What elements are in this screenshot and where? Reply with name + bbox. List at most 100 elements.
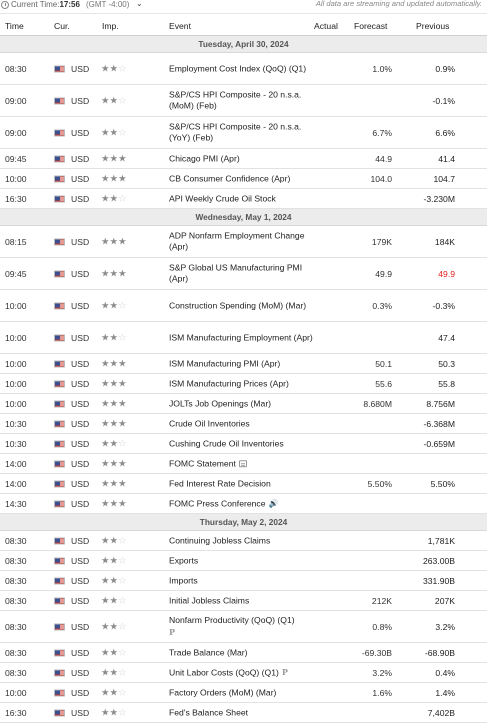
event-row[interactable]: 14:30 USD ★★★ FOMC Press Conference 🔊 bbox=[0, 494, 487, 514]
event-time: 08:15 bbox=[5, 236, 27, 247]
date-header: Thursday, May 2, 2024 bbox=[0, 514, 487, 531]
importance-stars: ★★☆ bbox=[101, 535, 127, 546]
event-row[interactable]: 08:30 USD ★★☆ Continuing Jobless Claims 1,78… bbox=[0, 531, 487, 551]
event-time: 08:30 bbox=[5, 595, 27, 606]
us-flag-icon bbox=[54, 380, 65, 387]
event-name-link[interactable]: Construction Spending (MoM) (Mar) bbox=[169, 300, 317, 312]
event-name: Construction Spending (MoM) (Mar) bbox=[169, 299, 307, 310]
event-name-link[interactable]: Employment Cost Index (QoQ) (Q1) bbox=[169, 63, 317, 75]
event-name-link[interactable]: API Weekly Crude Oil Stock bbox=[169, 193, 317, 205]
star-icon: ★ bbox=[109, 268, 119, 279]
event-name-link[interactable]: Crude Oil Inventories bbox=[169, 418, 317, 430]
event-row[interactable]: 10:00 USD ★★★ ISM Manufacturing PMI (Apr) 50… bbox=[0, 354, 487, 374]
event-row[interactable]: 10:00 USD ★★☆ Construction Spending (MoM) (… bbox=[0, 290, 487, 322]
event-row[interactable]: 08:30 USD ★★☆ Imports 331.90B bbox=[0, 571, 487, 591]
event-name-link[interactable]: Fed's Balance Sheet bbox=[169, 707, 317, 719]
event-row[interactable]: 14:00 USD ★★★ Fed Interest Rate Decision 5.5… bbox=[0, 474, 487, 494]
event-row[interactable]: 16:30 USD ★★☆ Fed's Balance Sheet 7,402B bbox=[0, 703, 487, 723]
timezone-label[interactable]: (GMT -4:00) bbox=[86, 0, 130, 9]
us-flag-icon bbox=[54, 400, 65, 407]
event-previous: 207K bbox=[434, 595, 455, 606]
event-row[interactable]: 10:00 USD ★★★ CB Consumer Confidence (Apr) 1… bbox=[0, 169, 487, 189]
event-name-link[interactable]: S&P/CS HPI Composite - 20 n.s.a. (YoY) (… bbox=[169, 121, 317, 144]
star-icon: ★ bbox=[109, 95, 119, 106]
event-time: 09:45 bbox=[5, 268, 27, 279]
event-name: Chicago PMI (Apr) bbox=[169, 152, 240, 163]
event-row[interactable]: 10:30 USD ★★☆ Cushing Crude Oil Inventories… bbox=[0, 434, 487, 454]
star-icon: ☆ bbox=[118, 667, 127, 678]
event-row[interactable]: 08:30 USD ★★☆ Initial Jobless Claims 212K 207… bbox=[0, 591, 487, 611]
event-name: API Weekly Crude Oil Stock bbox=[169, 192, 276, 203]
event-row[interactable]: 09:45 USD ★★★ Chicago PMI (Apr) 44.9 41.4 bbox=[0, 149, 487, 169]
event-row[interactable]: 09:00 USD ★★☆ S&P/CS HPI Composite - 20 n.s… bbox=[0, 85, 487, 117]
event-row[interactable]: 10:30 USD ★★★ Crude Oil Inventories -6.368M bbox=[0, 414, 487, 434]
speaker-icon[interactable]: 🔊 bbox=[268, 498, 279, 508]
event-currency: USD bbox=[71, 438, 90, 449]
event-row[interactable]: 10:00 USD ★★☆ ISM Manufacturing Employment … bbox=[0, 322, 487, 354]
event-row[interactable]: 08:15 USD ★★★ ADP Nonfarm Employment Change… bbox=[0, 226, 487, 258]
event-row[interactable]: 14:00 USD ★★★ FOMC Statement bbox=[0, 454, 487, 474]
star-icon: ★ bbox=[101, 667, 110, 678]
event-name-link[interactable]: Fed Interest Rate Decision bbox=[169, 478, 317, 490]
event-time: 10:00 bbox=[5, 358, 27, 369]
event-forecast: 212K bbox=[371, 595, 392, 606]
star-icon: ★ bbox=[101, 438, 110, 449]
star-icon: ★ bbox=[101, 707, 110, 718]
event-name: FOMC Press Conference bbox=[169, 497, 266, 508]
importance-stars: ★★☆ bbox=[101, 707, 127, 718]
event-name-link[interactable]: ISM Manufacturing PMI (Apr) bbox=[169, 358, 317, 370]
event-name-link[interactable]: Factory Orders (MoM) (Mar) bbox=[169, 687, 317, 699]
event-name-link[interactable]: FOMC Statement bbox=[169, 458, 317, 470]
event-row[interactable]: 10:00 USD ★★★ ISM Manufacturing Prices (Apr… bbox=[0, 374, 487, 394]
event-name-link[interactable]: Unit Labor Costs (QoQ) (Q1) P bbox=[169, 667, 317, 679]
event-row[interactable]: 09:45 USD ★★★ S&P Global US Manufacturing P… bbox=[0, 258, 487, 290]
col-importance: Imp. bbox=[102, 21, 119, 31]
event-time: 16:30 bbox=[5, 707, 27, 718]
event-row[interactable]: 16:30 USD ★★☆ API Weekly Crude Oil Stock -3.… bbox=[0, 189, 487, 209]
event-name-link[interactable]: ADP Nonfarm Employment Change (Apr) bbox=[169, 230, 317, 253]
star-icon: ★ bbox=[118, 173, 127, 184]
event-name-link[interactable]: CB Consumer Confidence (Apr) bbox=[169, 173, 317, 185]
event-row[interactable]: 08:30 USD ★★☆ Employment Cost Index (QoQ) (… bbox=[0, 53, 487, 85]
current-time: Current Time:17:56 bbox=[11, 0, 80, 9]
star-icon: ★ bbox=[101, 458, 110, 469]
event-name-link[interactable]: JOLTs Job Openings (Mar) bbox=[169, 398, 317, 410]
event-name-link[interactable]: Imports bbox=[169, 575, 317, 587]
event-row[interactable]: 08:30 USD ★★☆ Exports 263.00B bbox=[0, 551, 487, 571]
star-icon: ★ bbox=[101, 647, 110, 658]
document-icon[interactable] bbox=[238, 459, 247, 467]
event-forecast: -69.30B bbox=[361, 647, 392, 658]
event-name: ISM Manufacturing Employment (Apr) bbox=[169, 331, 313, 342]
event-name-link[interactable]: FOMC Press Conference 🔊 bbox=[169, 498, 317, 510]
star-icon: ★ bbox=[109, 667, 119, 678]
star-icon: ☆ bbox=[118, 127, 127, 138]
event-name-link[interactable]: Cushing Crude Oil Inventories bbox=[169, 438, 317, 450]
star-icon: ★ bbox=[109, 332, 119, 343]
star-icon: ☆ bbox=[118, 535, 127, 546]
star-icon: ☆ bbox=[118, 95, 127, 106]
event-name-link[interactable]: ISM Manufacturing Prices (Apr) bbox=[169, 378, 317, 390]
event-name-link[interactable]: Trade Balance (Mar) bbox=[169, 647, 317, 659]
event-forecast: 55.6 bbox=[375, 378, 392, 389]
event-name-link[interactable]: S&P Global US Manufacturing PMI (Apr) bbox=[169, 262, 317, 285]
event-name-link[interactable]: S&P/CS HPI Composite - 20 n.s.a. (MoM) (… bbox=[169, 89, 317, 112]
event-name-link[interactable]: Exports bbox=[169, 555, 317, 567]
event-name-link[interactable]: Nonfarm Productivity (QoQ) (Q1) P bbox=[169, 615, 317, 639]
event-name-link[interactable]: Continuing Jobless Claims bbox=[169, 535, 317, 547]
event-name-link[interactable]: Chicago PMI (Apr) bbox=[169, 153, 317, 165]
event-name-link[interactable]: Initial Jobless Claims bbox=[169, 595, 317, 607]
star-icon: ★ bbox=[109, 358, 119, 369]
star-icon: ☆ bbox=[118, 63, 127, 74]
event-name-link[interactable]: ISM Manufacturing Employment (Apr) bbox=[169, 332, 317, 344]
us-flag-icon bbox=[54, 597, 65, 604]
event-row[interactable]: 08:30 USD ★★☆ Unit Labor Costs (QoQ) (Q1) P 3… bbox=[0, 663, 487, 683]
event-row[interactable]: 08:30 USD ★★☆ Nonfarm Productivity (QoQ) (Q… bbox=[0, 611, 487, 643]
chevron-down-icon[interactable]: ⌄ bbox=[136, 0, 143, 8]
preliminary-icon: P bbox=[169, 627, 176, 637]
importance-stars: ★★★ bbox=[101, 378, 127, 389]
event-row[interactable]: 10:00 USD ★★☆ Factory Orders (MoM) (Mar) 1.6… bbox=[0, 683, 487, 703]
event-forecast: 1.6% bbox=[372, 687, 392, 698]
event-row[interactable]: 09:00 USD ★★☆ S&P/CS HPI Composite - 20 n.s… bbox=[0, 117, 487, 149]
event-row[interactable]: 08:30 USD ★★☆ Trade Balance (Mar) -69.30B -68… bbox=[0, 643, 487, 663]
event-row[interactable]: 10:00 USD ★★★ JOLTs Job Openings (Mar) 8.680… bbox=[0, 394, 487, 414]
